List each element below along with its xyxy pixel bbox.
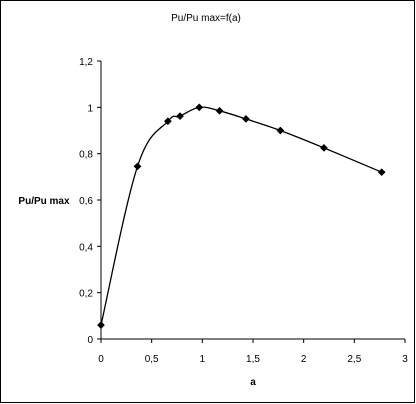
- data-point-marker: [176, 112, 184, 121]
- x-tick-label: 0: [98, 354, 104, 365]
- x-tick-label: 1,5: [246, 354, 260, 365]
- y-tick-label: 0,6: [79, 196, 93, 207]
- data-point-marker: [319, 143, 328, 152]
- chart-title: Pu/Pu max=f(a): [171, 13, 241, 24]
- y-tick-label: 0,2: [79, 289, 93, 300]
- x-tick-label: 0,5: [145, 354, 159, 365]
- data-point-marker: [133, 162, 142, 171]
- data-point-marker: [163, 117, 172, 126]
- data-point-marker: [97, 321, 105, 330]
- x-tick-label: 1: [200, 354, 206, 365]
- x-axis-ticks: 0 0,5 1 1,5 2 2,5 3: [98, 339, 408, 365]
- x-tick-label: 3: [402, 354, 408, 365]
- y-tick-label: 0: [87, 335, 93, 346]
- x-tick-label: 2,5: [347, 354, 361, 365]
- x-tick-label: 2: [301, 354, 307, 365]
- y-axis-ticks: 0 0,2 0,4 0,6 0,8 1 1,2: [79, 57, 101, 346]
- y-tick-label: 1,2: [79, 57, 93, 68]
- data-point-marker: [377, 168, 386, 177]
- y-tick-label: 0,8: [79, 150, 93, 161]
- y-tick-label: 1: [87, 103, 93, 114]
- x-axis-title: a: [250, 377, 256, 388]
- data-point-marker: [195, 103, 204, 112]
- y-axis-title: Pu/Pu max: [18, 196, 70, 207]
- data-point-marker: [276, 126, 285, 135]
- data-point-marker: [215, 106, 224, 115]
- y-tick-label: 0,4: [79, 242, 93, 253]
- series-layer: [97, 103, 386, 330]
- data-point-marker: [241, 114, 250, 123]
